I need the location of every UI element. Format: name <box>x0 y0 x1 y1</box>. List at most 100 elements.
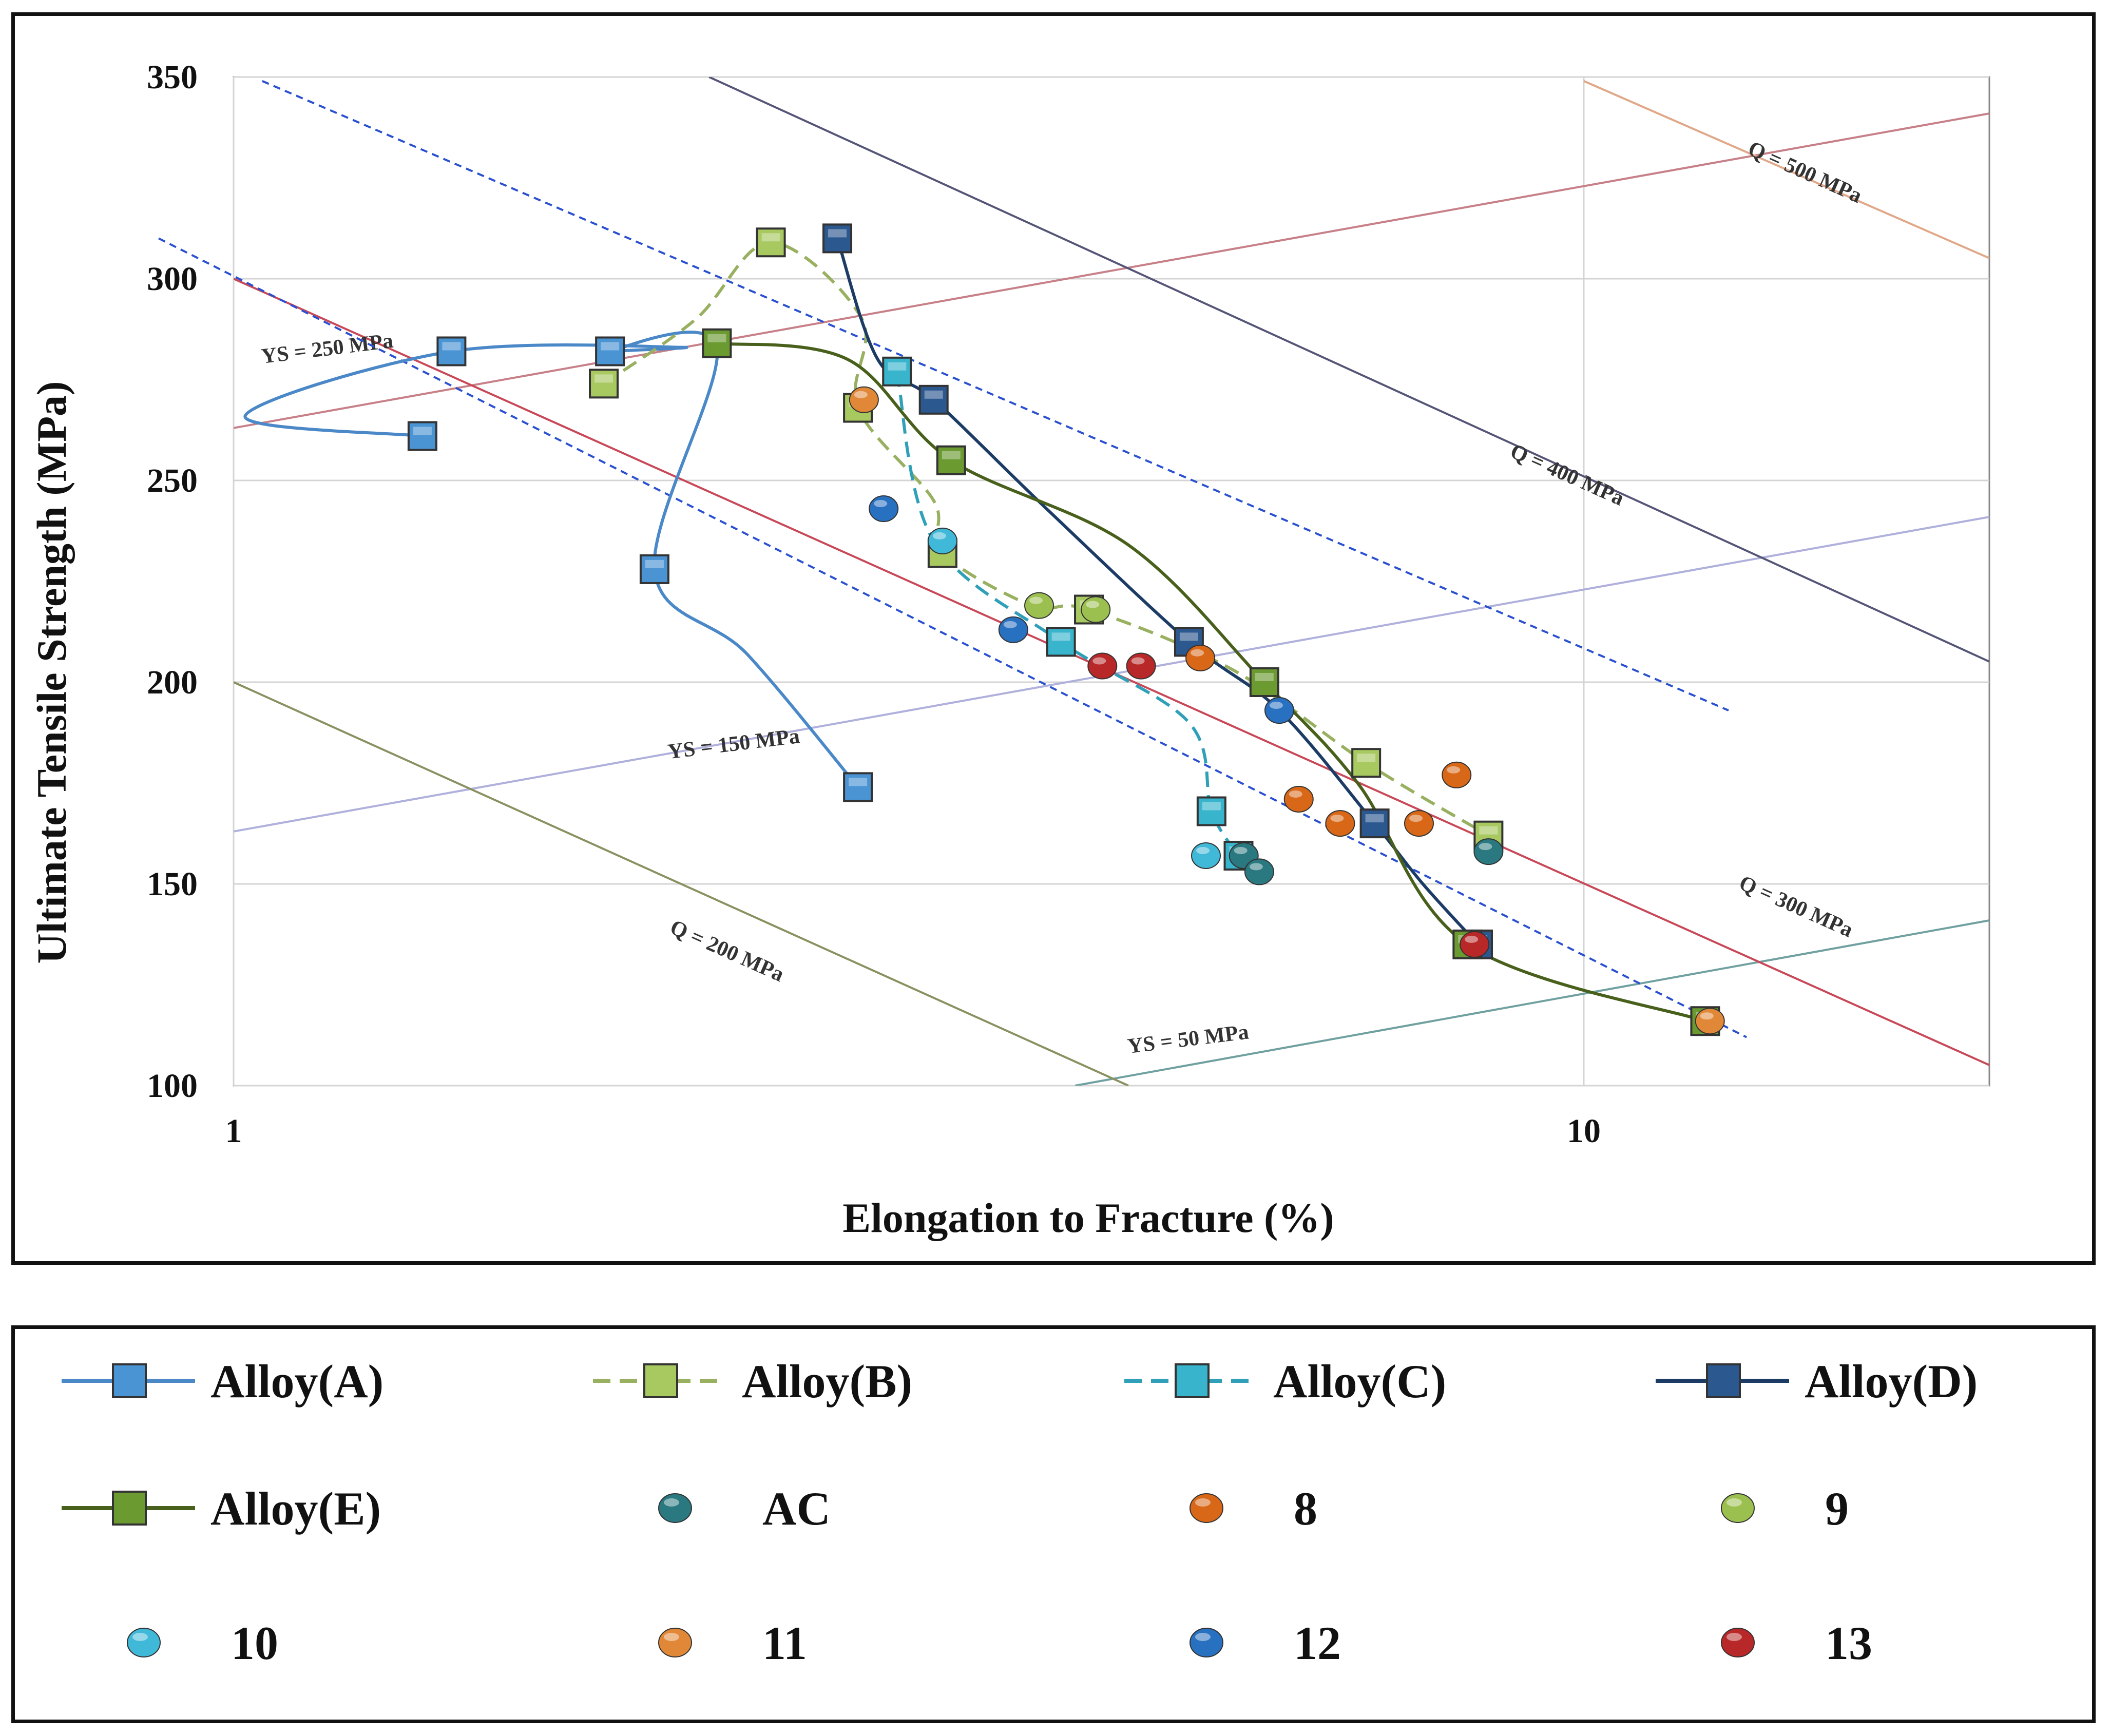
circle-marker-highlight <box>1029 596 1043 604</box>
square-marker-highlight <box>413 427 432 435</box>
square-marker-highlight <box>828 229 847 238</box>
circle-marker-highlight <box>1086 601 1100 608</box>
circle-marker-highlight <box>1465 935 1479 943</box>
square-marker-body <box>407 421 437 451</box>
circle-marker-highlight <box>1003 621 1017 628</box>
circle-marker-body <box>1283 785 1314 813</box>
circle-marker <box>849 386 879 413</box>
square-marker <box>589 369 619 399</box>
circle-marker <box>1126 652 1156 680</box>
reference-line <box>234 112 1989 429</box>
x-tick-label: 10 <box>1567 1112 1601 1150</box>
circle-marker-body <box>1460 931 1490 958</box>
square-marker <box>595 336 625 367</box>
square-marker-body <box>843 772 873 802</box>
circle-marker-highlight <box>1479 843 1492 851</box>
circle-marker <box>1404 810 1434 837</box>
square-marker-body <box>936 445 966 475</box>
square-marker-highlight <box>1365 814 1384 823</box>
square-marker-highlight <box>645 560 664 568</box>
square-marker-body <box>639 554 669 584</box>
square-marker-highlight <box>849 778 868 786</box>
square-marker <box>918 384 949 415</box>
circle-marker <box>1460 931 1490 958</box>
circle-marker <box>1264 697 1294 724</box>
circle-marker-body <box>1024 592 1054 619</box>
circle-marker-body <box>1244 858 1274 885</box>
y-axis-ticks: 100 150 200 250 300 350 <box>147 59 198 1105</box>
circle-marker <box>1191 842 1221 869</box>
reference-line <box>1583 80 1989 260</box>
reference-line <box>234 681 1129 1086</box>
square-marker-body <box>1359 808 1390 839</box>
circle-marker-highlight <box>1700 1012 1714 1020</box>
square-marker-body <box>702 328 732 358</box>
square-marker-body <box>882 356 912 387</box>
square-marker-body <box>1196 796 1226 826</box>
circle-marker-highlight <box>1234 846 1248 854</box>
y-tick-label: 350 <box>147 59 198 96</box>
circle-marker-body <box>1191 842 1221 869</box>
square-marker <box>843 772 873 802</box>
square-marker-body <box>822 223 853 254</box>
circle-marker-highlight <box>1191 649 1204 657</box>
square-marker-highlight <box>924 390 943 399</box>
circle-marker-highlight <box>854 391 868 398</box>
circle-marker-body <box>1081 596 1111 623</box>
circle-marker <box>1283 785 1314 813</box>
circle-marker <box>1473 838 1504 865</box>
square-marker <box>882 356 912 387</box>
circle-marker-body <box>998 616 1028 643</box>
square-marker-highlight <box>594 374 613 383</box>
square-marker-body <box>436 336 467 367</box>
square-marker <box>756 227 786 258</box>
circle-marker-body <box>1404 810 1434 837</box>
square-marker-highlight <box>442 342 461 351</box>
circle-marker-body <box>1126 652 1156 680</box>
square-marker-highlight <box>1179 632 1198 641</box>
trend-lines <box>158 80 1748 1038</box>
y-tick-label: 150 <box>147 865 198 903</box>
square-marker-body <box>1046 627 1076 657</box>
square-marker-highlight <box>888 362 907 371</box>
circle-marker <box>1087 652 1118 680</box>
square-marker-highlight <box>942 451 961 459</box>
square-marker <box>1249 667 1279 697</box>
square-marker-body <box>918 384 949 415</box>
circle-marker <box>869 495 899 523</box>
data-markers <box>407 223 1725 1036</box>
square-marker-body <box>589 369 619 399</box>
circle-marker-body <box>1473 838 1504 865</box>
circle-marker <box>1081 596 1111 623</box>
chart-frame <box>11 12 2096 1265</box>
circle-marker-body <box>927 527 957 554</box>
legend-frame <box>11 1325 2096 1723</box>
circle-marker-highlight <box>1131 657 1145 665</box>
circle-marker-body <box>1264 697 1294 724</box>
circle-marker <box>1244 858 1274 885</box>
circle-marker-highlight <box>1196 846 1210 854</box>
circle-marker-highlight <box>1289 790 1302 798</box>
circle-marker-body <box>1442 761 1472 788</box>
circle-marker <box>1024 592 1054 619</box>
circle-marker-highlight <box>1447 766 1461 774</box>
circle-marker-highlight <box>1249 863 1263 871</box>
square-marker <box>1351 748 1382 778</box>
circle-marker-body <box>1695 1008 1725 1035</box>
square-marker <box>1359 808 1390 839</box>
square-marker-highlight <box>1479 826 1498 835</box>
square-marker-highlight <box>761 233 780 242</box>
circle-marker-highlight <box>874 500 888 508</box>
square-marker-body <box>756 227 786 258</box>
y-tick-label: 100 <box>147 1067 198 1105</box>
x-axis-ticks: 1 10 <box>225 1112 1601 1150</box>
plot-area <box>233 76 1990 1087</box>
square-marker-highlight <box>707 334 726 342</box>
square-marker <box>436 336 467 367</box>
circle-marker <box>998 616 1028 643</box>
circle-marker <box>1325 810 1355 837</box>
circle-marker-body <box>1325 810 1355 837</box>
circle-marker-highlight <box>1409 815 1423 822</box>
square-marker <box>822 223 853 254</box>
circle-marker-body <box>869 495 899 523</box>
